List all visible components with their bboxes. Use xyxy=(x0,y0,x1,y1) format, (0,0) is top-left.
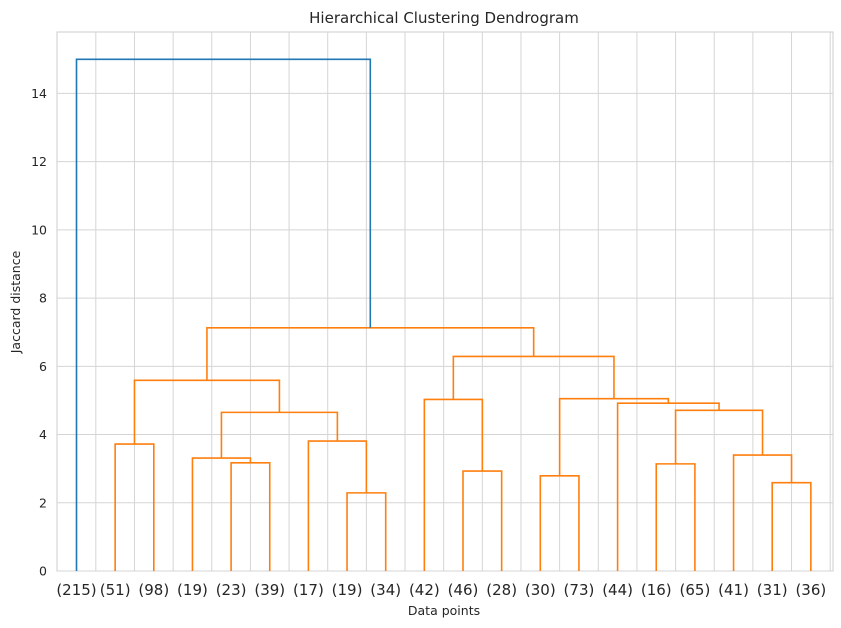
x-tick-label: (46) xyxy=(448,581,479,599)
x-tick-label: (19) xyxy=(332,581,363,599)
x-tick-label: (73) xyxy=(564,581,595,599)
x-tick-label: (39) xyxy=(254,581,285,599)
dendrogram-links xyxy=(75,58,812,571)
x-tick-label: (36) xyxy=(795,581,826,599)
y-tick-label: 12 xyxy=(31,154,47,169)
x-tick-label: (34) xyxy=(370,581,401,599)
x-tick-label: (30) xyxy=(525,581,556,599)
dendrogram-link xyxy=(206,326,535,381)
x-tick-label: (215) xyxy=(56,581,96,599)
x-tick-label: (17) xyxy=(293,581,324,599)
y-tick-label: 14 xyxy=(31,86,47,101)
y-axis-label: Jaccard distance xyxy=(8,250,23,354)
x-tick-label: (98) xyxy=(138,581,169,599)
dendrogram-link xyxy=(230,462,271,571)
x-tick-label: (41) xyxy=(718,581,749,599)
y-tick-label: 2 xyxy=(39,495,47,510)
x-axis-label: Data points xyxy=(408,603,480,618)
x-tick-label: (28) xyxy=(486,581,517,599)
dendrogram-link xyxy=(75,58,372,571)
x-tick-label: (51) xyxy=(100,581,131,599)
x-tick-label: (44) xyxy=(602,581,633,599)
dendrogram-link xyxy=(307,440,368,571)
grid xyxy=(57,32,833,572)
x-tick-label: (65) xyxy=(680,581,711,599)
x-tick-label: (19) xyxy=(177,581,208,599)
x-tick-label: (42) xyxy=(409,581,440,599)
plot-area xyxy=(56,31,834,572)
dendrogram-link xyxy=(732,454,793,571)
y-tick-label: 4 xyxy=(39,427,47,442)
x-tick-label: (16) xyxy=(641,581,672,599)
x-axis-ticks: (215) (51) (98) (19) (23) (39) (17) (19) (34) (42… xyxy=(56,581,826,599)
chart-title: Hierarchical Clustering Dendrogram xyxy=(309,9,579,27)
y-tick-label: 0 xyxy=(39,564,47,579)
y-tick-label: 10 xyxy=(31,222,47,237)
dendrogram-link xyxy=(558,397,670,476)
y-axis-ticks: 0 2 4 6 8 10 12 14 xyxy=(31,86,47,579)
y-tick-label: 6 xyxy=(39,359,47,374)
dendrogram-link xyxy=(191,457,252,571)
x-tick-label: (23) xyxy=(216,581,247,599)
y-tick-label: 8 xyxy=(39,291,47,306)
x-tick-label: (31) xyxy=(757,581,788,599)
dendrogram-link xyxy=(423,398,484,571)
dendrogram-link xyxy=(771,481,812,571)
